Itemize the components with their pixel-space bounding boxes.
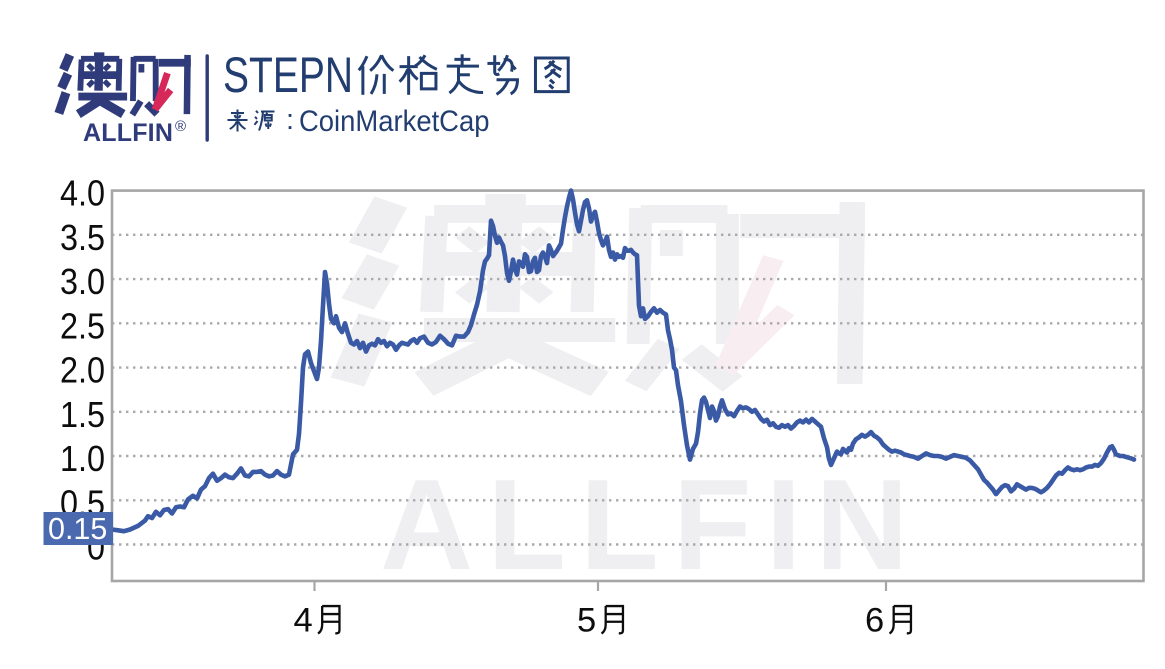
svg-text:1.5: 1.5 [60,395,105,435]
svg-text:4.0: 4.0 [60,174,105,214]
svg-text:2.0: 2.0 [60,351,105,391]
svg-text:5: 5 [577,602,596,640]
svg-text:CoinMarketCap: CoinMarketCap [299,105,489,138]
svg-text:ALLFIN: ALLFIN [380,453,923,597]
svg-text:6: 6 [865,602,884,640]
svg-text:3.0: 3.0 [60,263,105,303]
svg-text:0.15: 0.15 [48,512,107,546]
svg-text:4: 4 [294,602,313,640]
svg-text:®: ® [175,118,186,135]
svg-text:2.5: 2.5 [60,307,105,347]
svg-text:ALLFIN: ALLFIN [83,119,173,147]
svg-text::: : [286,104,294,136]
svg-text:3.5: 3.5 [60,218,105,258]
svg-text:STEPN: STEPN [223,46,353,103]
svg-text:1.0: 1.0 [60,439,105,479]
